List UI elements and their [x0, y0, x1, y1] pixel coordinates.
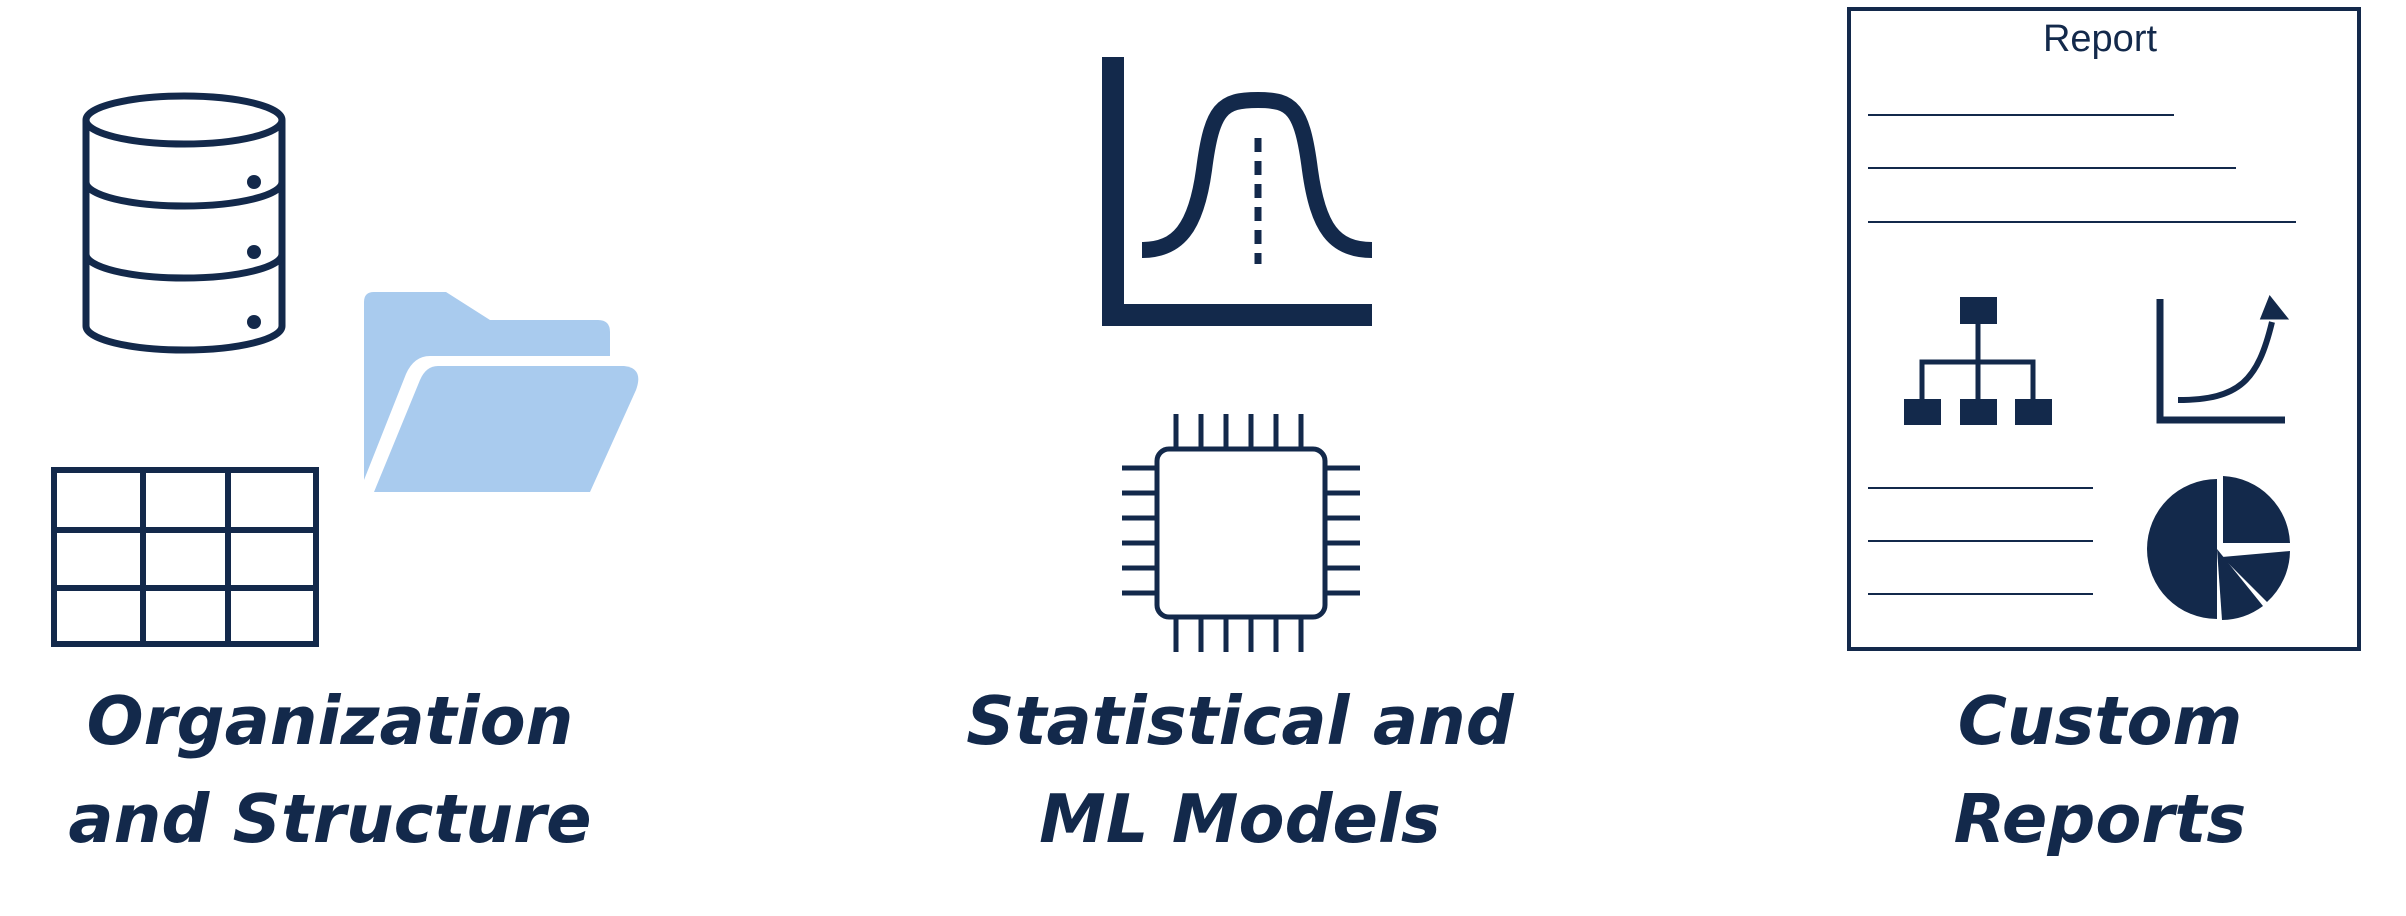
models-caption-line-2: ML Models: [1039, 780, 1441, 858]
processor-chip-icon: [1122, 414, 1360, 652]
models-caption-line-1: Statistical and: [966, 682, 1514, 760]
report-text-lines: [1868, 114, 2296, 595]
chip-pins-left: [1122, 465, 1157, 596]
chip-pins-top: [1173, 414, 1304, 449]
folder-icon: [364, 292, 639, 492]
database-icon: [82, 92, 286, 354]
reports-caption-line-2: Reports: [1953, 780, 2247, 858]
reports-caption: Custom Reports: [1840, 672, 2360, 868]
organization-caption: Organization and Structure: [30, 672, 630, 868]
organization-caption-line-1: Organization: [86, 682, 574, 760]
organization-caption-line-2: and Structure: [68, 780, 592, 858]
table-grid-icon: [51, 467, 319, 647]
chip-pins-right: [1325, 465, 1360, 596]
growth-curve-icon: [2156, 295, 2290, 424]
reports-caption-line-1: Custom: [1957, 682, 2243, 760]
report-title: Report: [2042, 18, 2158, 60]
chip-pins-bottom: [1173, 617, 1304, 652]
pie-chart-icon: [2147, 476, 2290, 620]
bell-curve-chart-icon: [1102, 57, 1373, 326]
models-caption: Statistical and ML Models: [930, 672, 1550, 868]
org-chart-icon: [1904, 297, 2052, 425]
